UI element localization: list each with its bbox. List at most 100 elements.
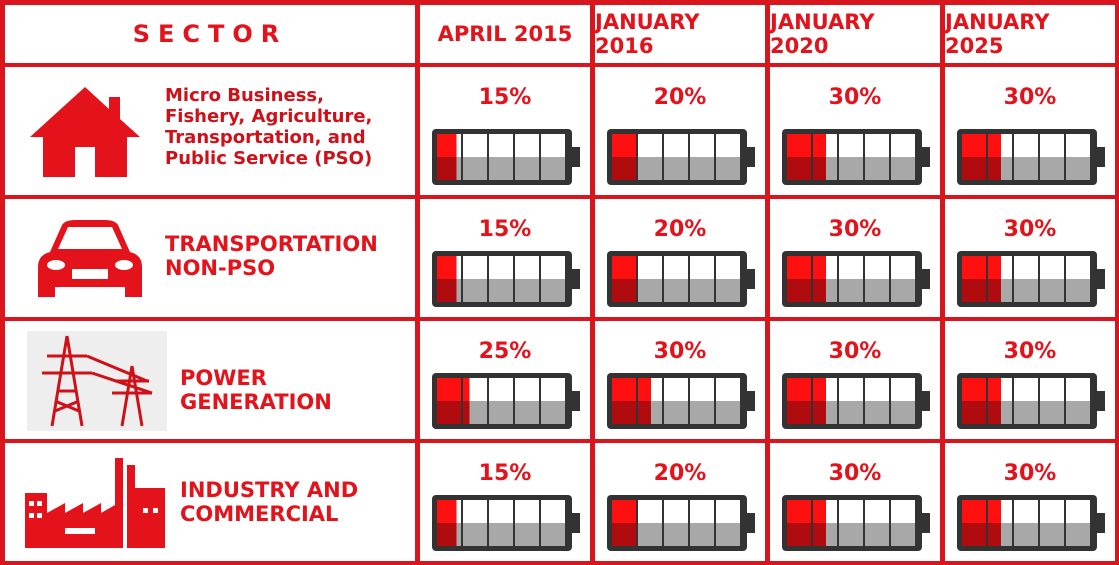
- battery-divider: [662, 134, 664, 180]
- battery-divider: [513, 256, 515, 302]
- battery-divider: [539, 378, 541, 424]
- battery-divider: [863, 134, 865, 180]
- battery-divider: [662, 378, 664, 424]
- battery-cell: [541, 256, 565, 279]
- battery-divider: [889, 256, 891, 302]
- battery-divider: [636, 378, 638, 424]
- battery-divider: [1064, 256, 1066, 302]
- battery-divider: [1038, 378, 1040, 424]
- value-label: 20%: [653, 85, 707, 110]
- factory-icon: [25, 458, 165, 548]
- battery: [957, 129, 1105, 185]
- value-cell: 15%: [420, 443, 590, 561]
- battery-cell: [489, 401, 513, 424]
- battery-terminal: [1096, 391, 1105, 411]
- sector-label: Micro Business, Fishery, Agriculture, Tr…: [165, 85, 373, 169]
- battery-cell: [489, 134, 513, 157]
- battery-cell: [716, 279, 740, 302]
- battery-fill: [962, 500, 1001, 546]
- sector-cell: Micro Business, Fishery, Agriculture, Tr…: [5, 67, 415, 195]
- battery-cell: [664, 500, 688, 523]
- value-label: 30%: [828, 339, 882, 364]
- battery-cell: [489, 157, 513, 180]
- battery-divider: [1038, 500, 1040, 546]
- value-cell: 30%: [595, 321, 765, 439]
- battery-fill: [437, 500, 457, 546]
- value-cell: 30%: [945, 67, 1115, 195]
- battery-terminal: [921, 391, 930, 411]
- period-header: JANUARY 2025: [945, 5, 1115, 63]
- battery-terminal: [746, 391, 755, 411]
- battery-divider: [539, 134, 541, 180]
- battery-divider: [986, 500, 988, 546]
- battery-divider: [1012, 256, 1014, 302]
- battery-divider: [986, 378, 988, 424]
- battery-cell: [839, 134, 863, 157]
- battery-cell: [489, 279, 513, 302]
- battery-cell: [891, 378, 915, 401]
- battery-fill: [612, 134, 638, 180]
- battery-cell: [1066, 134, 1090, 157]
- battery-cell: [664, 279, 688, 302]
- battery-cell: [1014, 256, 1038, 279]
- battery-divider: [863, 256, 865, 302]
- battery-cell: [1066, 378, 1090, 401]
- battery-cell: [865, 500, 889, 523]
- battery-fill: [612, 256, 638, 302]
- battery-divider: [461, 500, 463, 546]
- battery: [607, 495, 755, 551]
- battery: [957, 495, 1105, 551]
- value-cell: 20%: [595, 199, 765, 317]
- battery: [782, 251, 930, 307]
- battery-terminal: [921, 513, 930, 533]
- battery: [432, 373, 580, 429]
- battery-terminal: [921, 147, 930, 167]
- value-label: 30%: [1003, 461, 1057, 486]
- battery-divider: [461, 378, 463, 424]
- battery-cell: [664, 256, 688, 279]
- battery-cell: [1040, 157, 1064, 180]
- battery-cell: [1014, 279, 1038, 302]
- battery-divider: [889, 378, 891, 424]
- battery-divider: [513, 134, 515, 180]
- battery-cell: [839, 256, 863, 279]
- battery-cell: [891, 157, 915, 180]
- battery-cell: [891, 401, 915, 424]
- battery-terminal: [746, 513, 755, 533]
- battery-terminal: [1096, 147, 1105, 167]
- battery-divider: [986, 134, 988, 180]
- value-cell: 15%: [420, 199, 590, 317]
- battery-cell: [463, 523, 487, 546]
- battery-divider: [1012, 500, 1014, 546]
- battery-cell: [1066, 279, 1090, 302]
- battery-fill: [787, 378, 826, 424]
- battery-divider: [688, 256, 690, 302]
- battery-cell: [463, 500, 487, 523]
- battery-cell: [638, 523, 662, 546]
- value-label: 30%: [828, 85, 882, 110]
- sector-cell: TRANSPORTATION NON-PSO: [5, 199, 415, 317]
- battery-fill: [437, 256, 457, 302]
- battery-terminal: [746, 269, 755, 289]
- battery-cell: [638, 157, 662, 180]
- battery-divider: [837, 134, 839, 180]
- battery-divider: [811, 500, 813, 546]
- battery-cell: [1066, 500, 1090, 523]
- battery-cell: [664, 523, 688, 546]
- battery-cell: [716, 401, 740, 424]
- battery-cell: [690, 500, 714, 523]
- battery-cell: [515, 401, 539, 424]
- battery-cell: [541, 134, 565, 157]
- battery-cell: [716, 378, 740, 401]
- battery-cell: [515, 378, 539, 401]
- battery-cell: [891, 256, 915, 279]
- value-label: 30%: [828, 461, 882, 486]
- value-cell: 30%: [770, 67, 940, 195]
- battery-cell: [515, 279, 539, 302]
- battery-cell: [1066, 157, 1090, 180]
- battery-cell: [638, 134, 662, 157]
- battery-cell: [690, 134, 714, 157]
- battery: [607, 129, 755, 185]
- battery: [432, 495, 580, 551]
- battery-divider: [1012, 378, 1014, 424]
